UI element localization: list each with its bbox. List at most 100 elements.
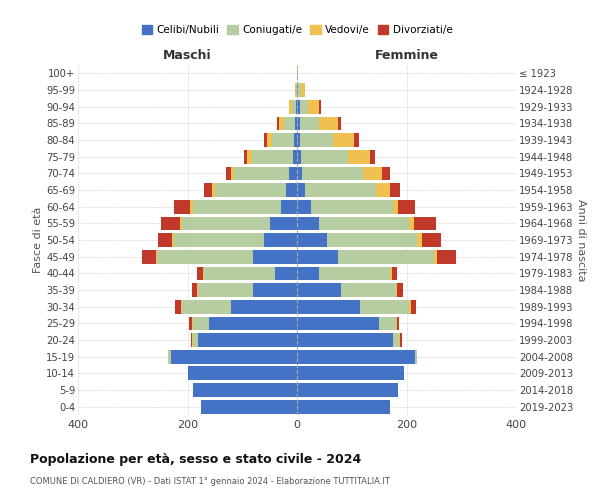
Bar [247, 150, 251, 164]
Bar [298, 83, 301, 97]
Bar [437, 250, 456, 264]
Bar [297, 383, 398, 397]
Text: Femmine: Femmine [374, 48, 439, 62]
Bar [341, 283, 395, 297]
Bar [409, 300, 411, 314]
Bar [158, 233, 172, 247]
Bar [226, 166, 232, 180]
Bar [297, 150, 301, 164]
Bar [390, 183, 400, 197]
Text: COMUNE DI CALDIERO (VR) - Dati ISTAT 1° gennaio 2024 - Elaborazione TUTTITALIA.I: COMUNE DI CALDIERO (VR) - Dati ISTAT 1° … [30, 478, 390, 486]
Bar [400, 333, 401, 347]
Bar [301, 83, 305, 97]
Bar [294, 133, 297, 147]
Bar [182, 216, 269, 230]
Bar [171, 350, 297, 364]
Bar [181, 216, 182, 230]
Bar [300, 133, 332, 147]
Bar [193, 316, 209, 330]
Bar [174, 200, 190, 213]
Y-axis label: Fasce di età: Fasce di età [34, 207, 43, 273]
Bar [382, 166, 390, 180]
Bar [360, 300, 409, 314]
Bar [281, 200, 297, 213]
Bar [203, 266, 204, 280]
Bar [264, 133, 267, 147]
Bar [204, 183, 212, 197]
Y-axis label: Anni di nascita: Anni di nascita [576, 198, 586, 281]
Bar [397, 316, 400, 330]
Bar [297, 200, 311, 213]
Bar [393, 200, 398, 213]
Bar [295, 83, 296, 97]
Bar [192, 333, 193, 347]
Bar [397, 283, 403, 297]
Bar [370, 150, 375, 164]
Bar [319, 116, 338, 130]
Bar [292, 100, 296, 114]
Bar [297, 300, 360, 314]
Bar [264, 233, 297, 247]
Bar [297, 83, 298, 97]
Bar [297, 283, 341, 297]
Bar [286, 183, 297, 197]
Bar [392, 266, 397, 280]
Bar [362, 166, 382, 180]
Bar [197, 266, 203, 280]
Bar [269, 216, 297, 230]
Bar [174, 233, 264, 247]
Bar [199, 333, 297, 347]
Bar [297, 316, 379, 330]
Bar [297, 350, 415, 364]
Bar [338, 116, 341, 130]
Bar [348, 150, 370, 164]
Bar [157, 250, 253, 264]
Text: Popolazione per età, sesso e stato civile - 2024: Popolazione per età, sesso e stato civil… [30, 452, 361, 466]
Bar [327, 233, 418, 247]
Bar [355, 133, 359, 147]
Bar [297, 183, 305, 197]
Bar [199, 283, 253, 297]
Bar [156, 250, 157, 264]
Bar [212, 183, 215, 197]
Bar [319, 216, 409, 230]
Bar [395, 283, 397, 297]
Bar [193, 383, 297, 397]
Bar [297, 233, 327, 247]
Bar [332, 133, 355, 147]
Bar [169, 350, 171, 364]
Bar [395, 316, 397, 330]
Bar [308, 100, 319, 114]
Bar [289, 166, 297, 180]
Bar [297, 216, 319, 230]
Bar [415, 350, 418, 364]
Bar [272, 133, 294, 147]
Text: Maschi: Maschi [163, 48, 212, 62]
Bar [302, 166, 363, 180]
Bar [253, 250, 297, 264]
Bar [301, 150, 348, 164]
Bar [297, 250, 338, 264]
Bar [297, 66, 298, 80]
Bar [297, 166, 302, 180]
Bar [190, 200, 193, 213]
Bar [289, 100, 292, 114]
Bar [175, 300, 181, 314]
Bar [297, 366, 404, 380]
Bar [215, 183, 286, 197]
Bar [434, 250, 437, 264]
Bar [297, 400, 390, 413]
Bar [232, 166, 234, 180]
Bar [319, 266, 390, 280]
Bar [201, 400, 297, 413]
Bar [398, 200, 415, 213]
Bar [379, 316, 395, 330]
Bar [204, 266, 275, 280]
Bar [172, 233, 174, 247]
Bar [297, 333, 393, 347]
Bar [161, 216, 181, 230]
Bar [191, 333, 192, 347]
Bar [277, 116, 279, 130]
Bar [251, 150, 293, 164]
Bar [319, 100, 320, 114]
